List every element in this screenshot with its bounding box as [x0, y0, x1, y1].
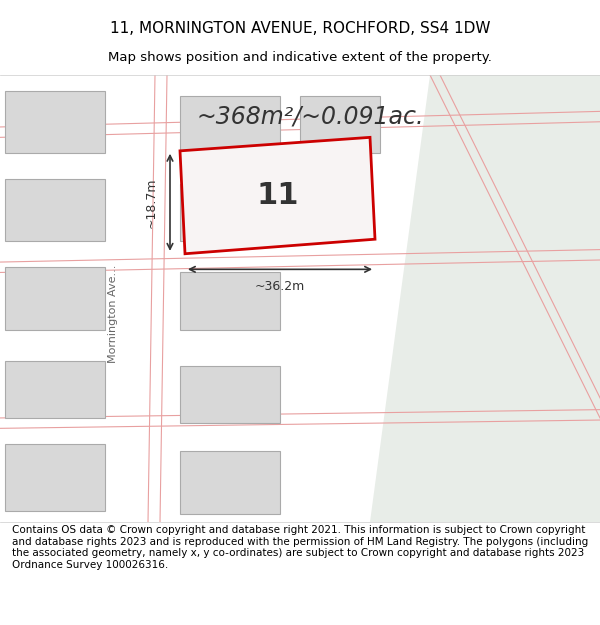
Text: ~36.2m: ~36.2m	[255, 280, 305, 292]
FancyBboxPatch shape	[5, 268, 105, 329]
FancyBboxPatch shape	[180, 451, 280, 514]
Text: Mornington Ave...: Mornington Ave...	[108, 265, 118, 363]
Text: ~368m²/~0.091ac.: ~368m²/~0.091ac.	[196, 104, 424, 129]
Text: Contains OS data © Crown copyright and database right 2021. This information is : Contains OS data © Crown copyright and d…	[12, 525, 588, 570]
FancyBboxPatch shape	[5, 179, 105, 241]
FancyBboxPatch shape	[180, 96, 280, 153]
FancyBboxPatch shape	[5, 444, 105, 511]
FancyBboxPatch shape	[5, 361, 105, 418]
Polygon shape	[370, 75, 600, 522]
Text: Map shows position and indicative extent of the property.: Map shows position and indicative extent…	[108, 51, 492, 64]
FancyBboxPatch shape	[300, 96, 380, 153]
Polygon shape	[180, 138, 375, 254]
FancyBboxPatch shape	[5, 91, 105, 153]
FancyBboxPatch shape	[180, 272, 280, 329]
FancyBboxPatch shape	[180, 184, 280, 241]
Text: 11, MORNINGTON AVENUE, ROCHFORD, SS4 1DW: 11, MORNINGTON AVENUE, ROCHFORD, SS4 1DW	[110, 21, 490, 36]
FancyBboxPatch shape	[180, 366, 280, 423]
Text: ~18.7m: ~18.7m	[145, 177, 158, 227]
Text: 11: 11	[256, 181, 299, 210]
